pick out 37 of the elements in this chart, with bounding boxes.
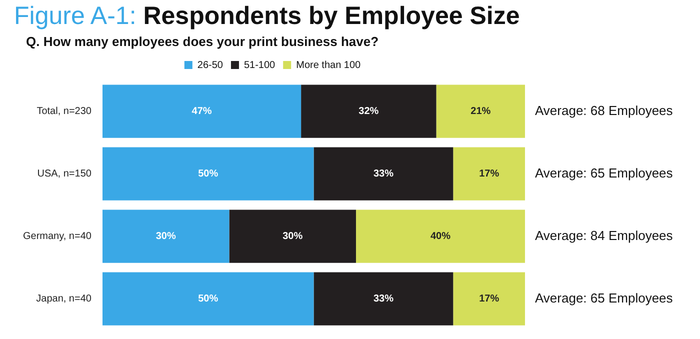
- bar: [453, 272, 525, 326]
- data-label: 30%: [282, 231, 303, 242]
- bar: [102, 210, 230, 263]
- bar: [102, 272, 314, 326]
- y-tick-label: Japan, n=40: [36, 294, 92, 304]
- bar: [229, 210, 356, 263]
- chart-title: Figure A-1: Respondents by Employee Size: [14, 2, 520, 30]
- bar: [102, 84, 302, 138]
- legend-label: 51-100: [244, 60, 276, 71]
- y-tick-label: Germany, n=40: [22, 231, 92, 242]
- legend-label: More than 100: [296, 60, 362, 71]
- bar: [301, 84, 436, 138]
- data-label: 33%: [373, 294, 394, 304]
- bar: [102, 147, 314, 200]
- data-label: 50%: [198, 294, 218, 304]
- y-tick-label: Total, n=230: [36, 106, 92, 117]
- bar: [453, 147, 525, 200]
- chart-subtitle: Q. How many employees does your print business have?: [26, 34, 379, 49]
- bar: [356, 210, 525, 263]
- text: Average: 68 Employees: [535, 102, 674, 118]
- text: Average: 65 Employees: [535, 290, 674, 306]
- bar: [314, 272, 454, 326]
- text: Average: 84 Employees: [535, 228, 674, 243]
- data-label: 40%: [430, 231, 451, 242]
- bar: [436, 84, 525, 138]
- data-label: 47%: [192, 106, 212, 117]
- data-label: 17%: [479, 168, 500, 180]
- data-label: 32%: [358, 106, 379, 117]
- data-label: 21%: [470, 106, 491, 117]
- data-label: 17%: [479, 294, 500, 304]
- legend-label: 26-50: [197, 60, 224, 71]
- data-label: 50%: [198, 168, 218, 180]
- text: Average: 65 Employees: [535, 165, 674, 180]
- data-label: 33%: [373, 168, 394, 180]
- data-label: 30%: [156, 231, 176, 242]
- y-tick-label: USA, n=150: [37, 168, 92, 180]
- bar: [314, 147, 454, 200]
